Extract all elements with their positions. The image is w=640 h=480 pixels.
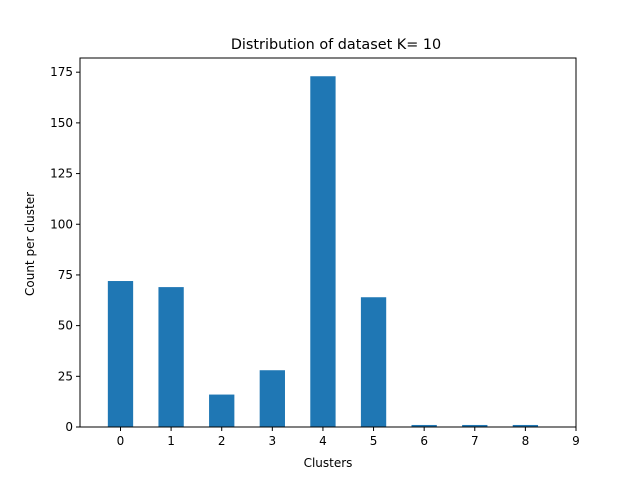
x-tick-label-6: 6 xyxy=(420,434,428,448)
bar-cluster-1 xyxy=(158,287,184,427)
y-tick-label-100: 100 xyxy=(50,217,73,231)
bar-cluster-2 xyxy=(209,394,235,427)
x-tick-label-8: 8 xyxy=(522,434,530,448)
bar-cluster-8 xyxy=(512,424,539,427)
bar-cluster-6 xyxy=(411,424,437,427)
bar-cluster-4 xyxy=(310,76,336,427)
y-tick-label-125: 125 xyxy=(50,167,73,181)
y-tick-label-175: 175 xyxy=(50,65,73,79)
x-tick-label-1: 1 xyxy=(167,434,175,448)
bar-cluster-5 xyxy=(360,297,387,427)
x-tick-label-9: 9 xyxy=(572,434,580,448)
x-tick-label-5: 5 xyxy=(370,434,378,448)
bars-group xyxy=(107,76,539,427)
y-tick-label-150: 150 xyxy=(50,116,73,130)
bar-cluster-7 xyxy=(462,424,488,427)
x-axis-label: Clusters xyxy=(304,456,353,470)
x-tick-label-0: 0 xyxy=(117,434,125,448)
y-tick-label-50: 50 xyxy=(58,319,73,333)
x-tick-label-3: 3 xyxy=(269,434,277,448)
x-axis-ticks: 0 1 2 3 4 5 6 7 8 9 xyxy=(117,427,580,448)
chart-title: Distribution of dataset K= 10 xyxy=(231,37,441,53)
bar-cluster-0 xyxy=(107,281,134,427)
y-tick-label-75: 75 xyxy=(58,268,73,282)
y-axis-label: Count per cluster xyxy=(23,192,37,296)
y-axis-ticks: 0 25 50 75 100 125 150 175 xyxy=(50,65,80,434)
y-tick-label-25: 25 xyxy=(58,369,73,383)
x-tick-label-2: 2 xyxy=(218,434,226,448)
x-tick-label-4: 4 xyxy=(319,434,327,448)
x-tick-label-7: 7 xyxy=(471,434,479,448)
bar-cluster-3 xyxy=(259,370,285,427)
plot-frame xyxy=(79,57,577,428)
y-tick-label-0: 0 xyxy=(65,420,73,434)
